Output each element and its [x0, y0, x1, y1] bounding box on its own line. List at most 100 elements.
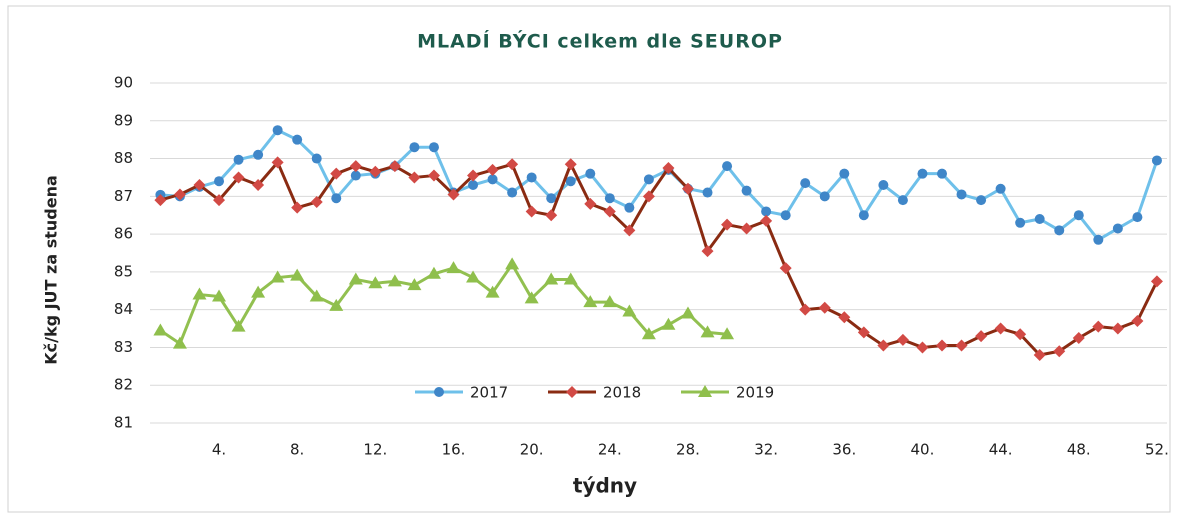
y-tick-label: 90: [114, 74, 133, 92]
point: [741, 185, 752, 196]
point: [994, 322, 1007, 335]
line: [159, 160, 1159, 357]
point: [623, 224, 636, 237]
point: [702, 187, 713, 198]
point: [329, 298, 344, 311]
point: [583, 295, 598, 308]
point: [214, 176, 225, 187]
x-tick-label: 36.: [832, 441, 856, 459]
point: [173, 188, 186, 201]
point: [487, 174, 498, 185]
point: [937, 168, 947, 179]
point: [1150, 275, 1163, 288]
x-tick-label: 24.: [598, 441, 622, 459]
legend-label: 2018: [603, 384, 641, 402]
point: [877, 339, 890, 352]
chart-frame: [7, 5, 1171, 513]
point: [1072, 332, 1085, 344]
point: [563, 272, 578, 285]
point: [427, 169, 440, 182]
point: [584, 197, 597, 210]
point: [349, 160, 362, 173]
point: [309, 289, 324, 302]
point: [641, 327, 656, 340]
point: [233, 154, 244, 165]
point: [897, 195, 908, 206]
point: [838, 311, 851, 324]
point: [760, 214, 773, 227]
point: [192, 287, 207, 300]
point: [1092, 320, 1105, 333]
point: [348, 272, 363, 285]
point: [1015, 217, 1026, 228]
chart-title: MLADÍ BÝCI celkem dle SEUROP: [417, 29, 783, 53]
point: [1093, 234, 1104, 245]
x-tick-label: 52.: [1145, 441, 1169, 459]
x-tick-label: 4.: [212, 441, 226, 459]
point: [253, 149, 264, 160]
point: [505, 257, 520, 270]
point: [524, 291, 539, 304]
point: [780, 210, 791, 221]
point: [1132, 212, 1143, 223]
y-tick-label: 84: [114, 300, 133, 318]
point: [1112, 223, 1123, 234]
point: [407, 278, 422, 291]
point: [700, 325, 715, 338]
y-tick-label: 89: [114, 111, 133, 129]
legend-marker: [434, 387, 444, 397]
legend: 2017 2018 2019: [415, 384, 774, 402]
point: [232, 171, 245, 184]
point: [680, 306, 695, 319]
point: [350, 170, 361, 181]
point: [408, 171, 421, 184]
point: [426, 266, 441, 279]
legend-marker: [566, 386, 578, 398]
point: [271, 156, 284, 169]
point: [252, 179, 265, 191]
point: [976, 195, 987, 206]
x-tick-label: 28.: [676, 441, 700, 459]
point: [154, 194, 167, 207]
legend-marker: [698, 385, 712, 397]
point: [585, 168, 596, 179]
y-tick-label: 88: [114, 149, 133, 167]
point: [995, 183, 1006, 194]
point: [681, 182, 694, 195]
point: [331, 193, 342, 204]
point: [330, 167, 343, 180]
x-axis-title: týdny: [573, 474, 637, 498]
point: [387, 274, 402, 287]
point: [291, 201, 304, 214]
point: [213, 194, 226, 207]
series: [153, 257, 735, 349]
y-axis-title: Kč/kg JUT za studena: [42, 175, 61, 365]
x-tick-label: 12.: [363, 441, 387, 459]
legend-label: 2017: [470, 384, 508, 402]
y-tick-label: 81: [114, 414, 133, 432]
x-tick-label: 40.: [911, 441, 935, 459]
point: [740, 222, 753, 235]
point: [526, 172, 537, 183]
point: [917, 168, 928, 179]
point: [468, 180, 479, 190]
point: [642, 190, 655, 203]
point: [956, 189, 967, 200]
point: [193, 179, 206, 191]
x-tick-label: 16.: [442, 441, 466, 459]
point: [467, 169, 480, 182]
y-tick-label: 83: [114, 338, 133, 356]
point: [272, 125, 283, 136]
point: [525, 205, 538, 218]
point: [800, 178, 811, 189]
point: [1033, 349, 1046, 361]
point: [858, 210, 869, 221]
point: [485, 285, 500, 298]
point: [311, 153, 322, 164]
point: [486, 163, 499, 176]
point: [388, 160, 401, 173]
point: [270, 270, 285, 283]
point: [1151, 155, 1162, 166]
point: [1111, 322, 1124, 335]
point: [643, 174, 654, 185]
